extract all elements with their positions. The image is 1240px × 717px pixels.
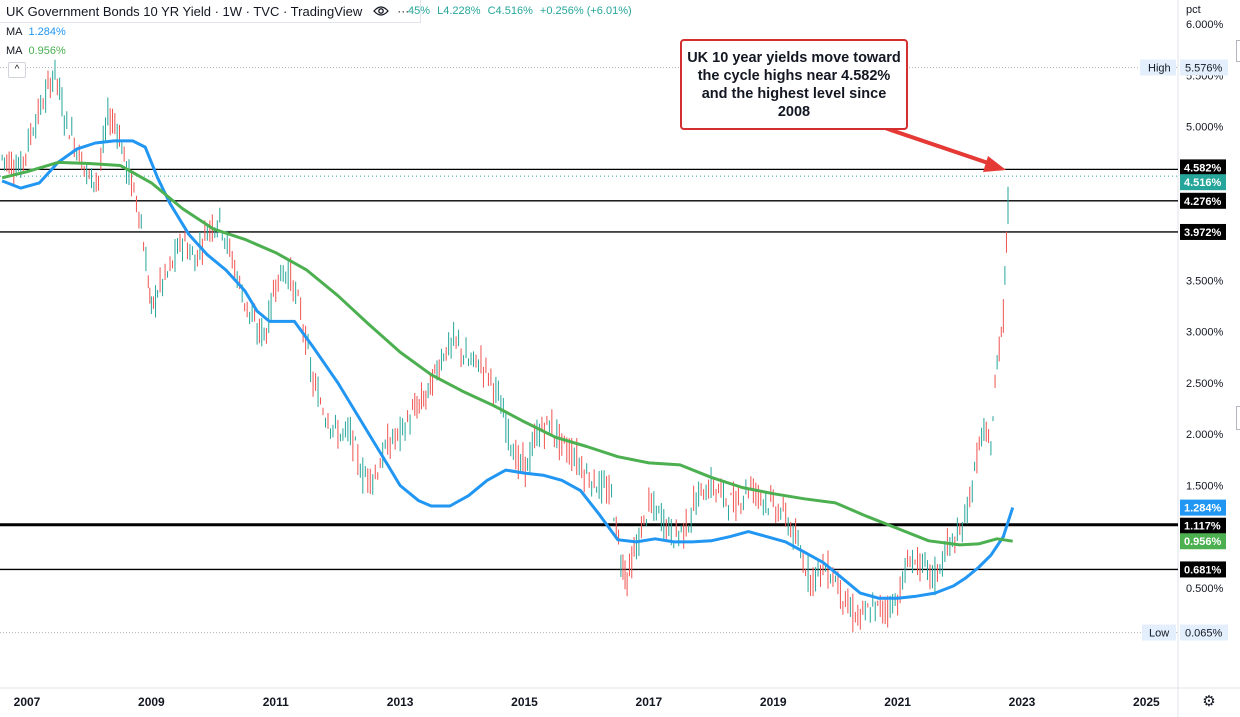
price-label-bg — [1180, 517, 1226, 534]
high-value: 5.576% — [1185, 62, 1223, 74]
collapse-legend-button[interactable]: ^ — [8, 62, 26, 78]
horizontal-levels — [0, 168, 1178, 571]
x-axis: 2007 2009 2011 2013 2015 2017 2019 2021 2023 2025 — [14, 695, 1160, 709]
low-value: 0.065% — [1185, 628, 1223, 640]
ma-value: 0.956% — [28, 45, 66, 57]
high-label-bg — [1140, 59, 1176, 76]
chart-header: UK Government Bonds 10 YR Yield · 1W · T… — [0, 0, 422, 23]
ohlc-close: C4.516% — [487, 5, 533, 17]
arrow-shaft — [884, 126, 995, 167]
x-tick-label: 2009 — [138, 695, 165, 709]
price-label: 0.681% — [1184, 564, 1222, 576]
ma-value: 1.284% — [28, 26, 66, 38]
price-label-bg — [1180, 174, 1226, 191]
y-axis-unit: pct — [1186, 4, 1201, 16]
settings-gear-icon[interactable]: ⚙ — [1202, 693, 1216, 710]
right-toolbar-toggle[interactable] — [1236, 40, 1240, 62]
ma-legend-2[interactable]: MA 0.956% — [6, 45, 66, 57]
x-tick-label: 2019 — [760, 695, 787, 709]
low-label-bg — [1142, 624, 1176, 641]
price-label: 4.276% — [1184, 196, 1222, 208]
price-label-bg — [1180, 159, 1226, 176]
price-label-bg — [1180, 561, 1226, 578]
more-options-icon[interactable]: ··· — [397, 4, 410, 18]
right-toolbar-toggle-2[interactable] — [1236, 406, 1240, 430]
x-tick-label: 2025 — [1133, 695, 1160, 709]
price-label-bg — [1180, 533, 1226, 550]
y-tick-label: 3.000% — [1186, 327, 1224, 339]
y-tick-label: 3.500% — [1186, 275, 1224, 287]
x-tick-label: 2021 — [884, 695, 911, 709]
arrow-head — [983, 156, 1006, 172]
ma-legend-1[interactable]: MA 1.284% — [6, 26, 66, 38]
ohlc-high: 45% — [408, 5, 431, 17]
chart-title: UK Government Bonds 10 YR Yield · 1W · T… — [6, 3, 363, 19]
y-tick-label: 1.500% — [1186, 480, 1224, 492]
high-value-bg — [1180, 59, 1228, 76]
y-tick-label: 2.500% — [1186, 378, 1224, 390]
ma-label: MA — [6, 26, 23, 38]
annotation-arrow — [884, 126, 1006, 172]
ohlc-change: +0.256% (+6.01%) — [539, 5, 632, 17]
price-label: 1.117% — [1184, 521, 1221, 533]
price-label-bg — [1180, 499, 1226, 516]
eye-icon[interactable] — [370, 2, 392, 20]
moving-average-line-2 — [1, 160, 1013, 547]
price-label-bg — [1180, 223, 1226, 240]
x-tick-label: 2007 — [14, 695, 41, 709]
x-tick-label: 2015 — [511, 695, 538, 709]
price-label: 3.972% — [1184, 227, 1222, 239]
price-label: 0.956% — [1184, 536, 1222, 548]
price-label: 4.516% — [1184, 177, 1222, 189]
price-bars — [1, 59, 1009, 633]
y-tick-label: 2.000% — [1186, 429, 1224, 441]
y-tick-label: 5.000% — [1186, 122, 1224, 134]
price-axis-labels: 4.582%4.516%4.276%3.972%1.284%1.117%1.09… — [1180, 159, 1226, 578]
high-label: High — [1148, 62, 1171, 74]
y-tick-label: 0.500% — [1186, 583, 1224, 595]
annotation-callout: UK 10 year yields move toward the cycle … — [680, 39, 908, 130]
x-tick-label: 2013 — [387, 695, 414, 709]
price-label-bg — [1180, 192, 1226, 209]
ma-label: MA — [6, 45, 23, 57]
price-label: 4.582% — [1184, 162, 1222, 174]
price-label: 1.284% — [1184, 503, 1222, 515]
low-label: Low — [1149, 628, 1169, 640]
y-tick-label: 6.000% — [1186, 19, 1224, 31]
low-value-bg — [1180, 624, 1228, 641]
x-tick-label: 2023 — [1009, 695, 1036, 709]
ohlc-low: L4.228% — [437, 5, 481, 17]
x-tick-label: 2017 — [636, 695, 663, 709]
ohlc-readout: 45% L4.228% C4.516% +0.256% (+6.01%) — [408, 5, 636, 17]
x-tick-label: 2011 — [263, 695, 289, 709]
